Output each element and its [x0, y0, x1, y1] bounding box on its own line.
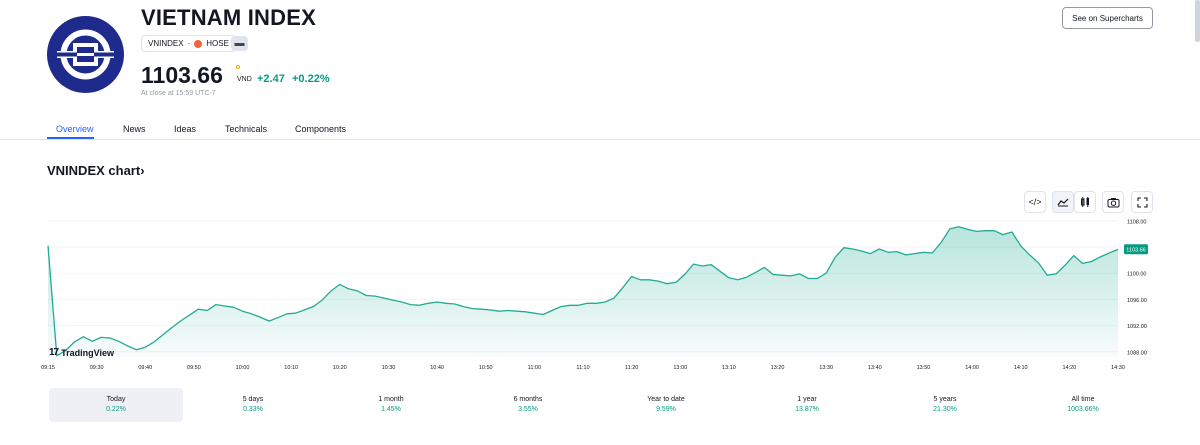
- period-performance: Today 0.22% 5 days 0.33% 1 month 1.45% 6…: [49, 388, 1137, 422]
- period-value: 21.30%: [933, 406, 957, 413]
- x-tick-label: 14:00: [965, 365, 979, 371]
- period-6-months[interactable]: 6 months 3.55%: [461, 388, 595, 422]
- page-scrollbar[interactable]: [1195, 0, 1200, 42]
- x-tick-label: 11:20: [625, 365, 638, 371]
- x-tick-label: 10:00: [236, 365, 250, 371]
- x-tick-label: 10:10: [284, 365, 298, 371]
- price-change: +2.47: [257, 73, 285, 85]
- period-5-years[interactable]: 5 years 21.30%: [878, 388, 1012, 422]
- exchange-flag-icon: [194, 39, 203, 48]
- x-tick-label: 09:40: [138, 365, 152, 371]
- candles-icon: [1081, 197, 1089, 207]
- y-tick-label: 1108.00: [1127, 219, 1146, 225]
- period-year-to-date[interactable]: Year to date 9.59%: [599, 388, 733, 422]
- y-tick-label: 1096.00: [1127, 298, 1147, 304]
- period-label: All time: [1071, 396, 1095, 403]
- last-price-marker: [1124, 244, 1148, 255]
- period-today[interactable]: Today 0.22%: [49, 388, 183, 422]
- currency-label: VND: [237, 76, 252, 83]
- fullscreen-button[interactable]: [1131, 191, 1153, 213]
- x-tick-label: 14:10: [1014, 365, 1028, 371]
- y-tick-label: 1100.00: [1127, 272, 1146, 278]
- code-icon: </>: [1028, 197, 1042, 207]
- period-label: Year to date: [647, 396, 685, 403]
- price-area: [48, 226, 1118, 357]
- fullscreen-icon: [1136, 196, 1148, 208]
- market-status-icon: [236, 65, 240, 69]
- period-value: 0.33%: [243, 406, 263, 413]
- tab-news[interactable]: News: [123, 124, 146, 134]
- period-value: 13.87%: [795, 406, 819, 413]
- y-tick-label: 1088.00: [1127, 350, 1147, 356]
- chart-heading-link[interactable]: VNINDEX chart›: [47, 163, 145, 178]
- page-title: VIETNAM INDEX: [141, 5, 316, 30]
- y-tick-label: 1092.00: [1127, 324, 1147, 330]
- period-label: Today: [106, 396, 126, 403]
- embed-button[interactable]: </>: [1024, 191, 1046, 213]
- period-1-month[interactable]: 1 month 1.45%: [324, 388, 458, 422]
- symbol-separator: ·: [187, 39, 191, 48]
- period-label: 1 year: [797, 396, 817, 403]
- last-price-label: 1103.66: [1126, 247, 1145, 253]
- candle-style-button[interactable]: [1074, 191, 1096, 213]
- x-tick-label: 09:50: [187, 365, 201, 371]
- close-time-note: At close at 15:59 UTC-7: [141, 90, 216, 97]
- x-tick-label: 13:40: [868, 365, 882, 371]
- tab-technicals[interactable]: Technicals: [225, 124, 268, 134]
- period-label: 5 years: [933, 396, 957, 403]
- x-tick-label: 13:00: [673, 365, 687, 371]
- x-tick-label: 09:15: [41, 365, 55, 371]
- x-tick-label: 10:30: [382, 365, 396, 371]
- area-style-button[interactable]: [1052, 191, 1074, 213]
- x-tick-label: 13:50: [917, 365, 931, 371]
- period-value: 0.22%: [106, 406, 126, 413]
- period-value: 9.59%: [656, 406, 676, 413]
- tradingview-logo[interactable]: 17 TradingView: [49, 347, 114, 358]
- index-logo: [47, 16, 124, 93]
- period-label: 5 days: [242, 396, 264, 403]
- price-line: [47, 226, 1119, 357]
- tab-components[interactable]: Components: [295, 124, 347, 134]
- symbol-badge[interactable]: VNINDEX · HOSE: [141, 35, 236, 52]
- period-value: 1003.66%: [1067, 406, 1099, 413]
- see-on-supercharts-button[interactable]: See on Supercharts: [1062, 7, 1153, 29]
- period-label: 1 month: [378, 396, 404, 403]
- x-tick-label: 10:50: [479, 365, 493, 371]
- period-1-year[interactable]: 1 year 13.87%: [740, 388, 874, 422]
- period-label: 6 months: [513, 396, 543, 403]
- x-tick-label: 14:20: [1062, 365, 1076, 371]
- active-tab-indicator: [47, 137, 94, 139]
- period-value: 3.55%: [518, 406, 538, 413]
- symbol-label: VNINDEX: [148, 39, 184, 48]
- snapshot-button[interactable]: [1102, 191, 1124, 213]
- x-tick-label: 13:10: [722, 365, 736, 371]
- more-button[interactable]: ▬: [231, 36, 248, 51]
- vnindex-emblem-icon: [57, 29, 114, 80]
- section-tabs: Overview News Ideas Technicals Component…: [0, 120, 1200, 140]
- camera-icon: [1107, 197, 1119, 207]
- period-all-time[interactable]: All time 1003.66%: [1016, 388, 1150, 422]
- tradingview-wordmark: TradingView: [61, 347, 114, 358]
- area-chart-icon: [1057, 198, 1069, 207]
- x-tick-label: 13:30: [819, 365, 833, 371]
- tab-ideas[interactable]: Ideas: [174, 124, 197, 134]
- tab-overview[interactable]: Overview: [56, 124, 94, 134]
- period-5-days[interactable]: 5 days 0.33%: [186, 388, 320, 422]
- x-tick-label: 10:20: [333, 365, 347, 371]
- tradingview-mark-icon: 17: [49, 347, 59, 358]
- x-tick-label: 10:40: [430, 365, 444, 371]
- x-tick-label: 11:10: [576, 365, 589, 371]
- x-tick-label: 09:30: [90, 365, 104, 371]
- x-tick-label: 11:00: [528, 365, 541, 371]
- period-value: 1.45%: [381, 406, 401, 413]
- exchange-label: HOSE: [206, 39, 229, 48]
- ellipsis-icon: ▬: [234, 38, 245, 49]
- last-price: 1103.66: [141, 62, 223, 88]
- x-tick-label: 14:30: [1111, 365, 1125, 371]
- price-chart[interactable]: 1088.001092.001096.001100.001104.001108.…: [0, 215, 1200, 380]
- x-tick-label: 13:20: [771, 365, 785, 371]
- price-change-percent: +0.22%: [292, 73, 330, 85]
